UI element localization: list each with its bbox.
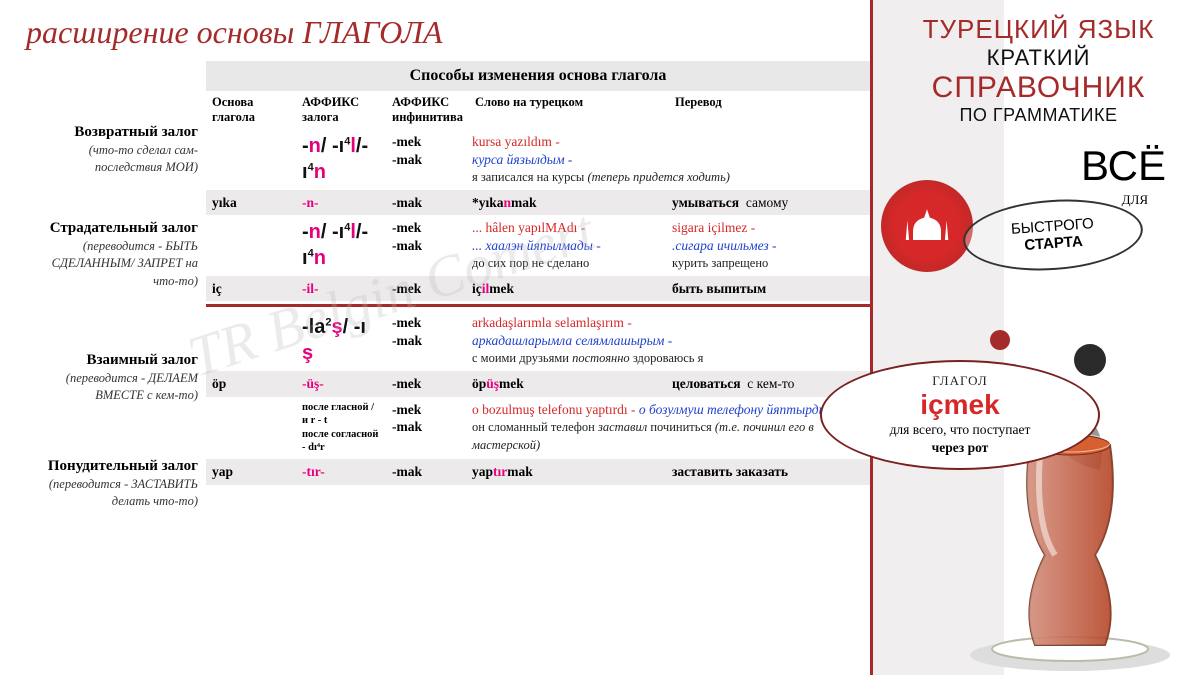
main-content: расширение основы ГЛАГОЛА TR Belgin Come… xyxy=(0,0,870,675)
side-title-1: ТУРЕЦКИЙ ЯЗЫК xyxy=(887,14,1190,45)
column-headers: Основа глагола АФФИКС залога АФФИКС инфи… xyxy=(206,91,870,129)
table-grid: Способы изменения основа глагола Основа … xyxy=(206,61,870,551)
icmek-callout: ГЛАГОЛ içmek для всего, что поступаетчер… xyxy=(820,360,1100,470)
reciprocal-example: öp -üş- -mek öpüşmek целоваться с кем-то xyxy=(206,371,870,397)
side-title-4: ПО ГРАММАТИКЕ xyxy=(887,105,1190,126)
start-circle: БЫСТРОГО СТАРТА xyxy=(961,194,1145,276)
mosque-badge-icon xyxy=(881,180,973,272)
causative-main: после гласной / и r - t после согласной … xyxy=(206,397,870,460)
causative-example: yap -tır- -mak yaptırmak заставить заказ… xyxy=(206,459,870,485)
divider xyxy=(206,304,870,307)
reciprocal-main: -la2ş/ -ı ş -mek -mak arkadaşlarımla sel… xyxy=(206,310,870,371)
side-title-2: КРАТКИЙ xyxy=(887,45,1190,71)
table-title: Способы изменения основа глагола xyxy=(206,61,870,91)
passive-example: iç -il- -mek içilmek быть выпитым xyxy=(206,276,870,302)
grammar-table: Возвратный залог(что-то сделал сам- посл… xyxy=(26,61,870,551)
reflexive-main: -n/ -ı4l/- ı4n -mek -mak kursa yazıldım … xyxy=(206,129,870,190)
side-title-3: СПРАВОЧНИК xyxy=(887,71,1190,105)
page-title: расширение основы ГЛАГОЛА xyxy=(26,14,870,51)
reflexive-example: yıka -n- -mak *yıkanmak умываться самому xyxy=(206,190,870,216)
passive-main: -n/ -ı4l/- ı4n -mek -mak ... hâlen yapıl… xyxy=(206,215,870,276)
vse-block: ВСЁ ДЛЯ БЫСТРОГО СТАРТА xyxy=(887,142,1190,282)
row-labels: Возвратный залог(что-то сделал сам- посл… xyxy=(26,61,206,551)
